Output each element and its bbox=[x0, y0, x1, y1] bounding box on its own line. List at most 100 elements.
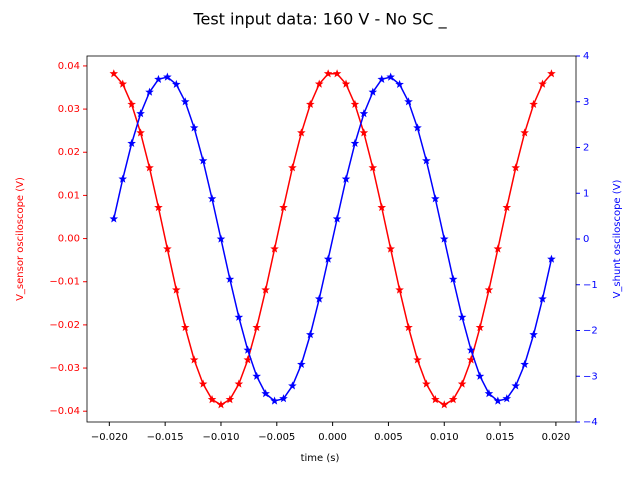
point-marker bbox=[279, 202, 288, 212]
y-tick-label: 0.00 bbox=[58, 234, 80, 245]
x-tick-label: 0.020 bbox=[542, 432, 571, 443]
point-marker bbox=[163, 244, 172, 253]
point-marker bbox=[172, 285, 181, 294]
point-marker bbox=[431, 194, 440, 203]
point-marker bbox=[404, 322, 413, 332]
point-marker bbox=[109, 214, 119, 223]
point-marker bbox=[448, 274, 458, 283]
x-tick-label: 0.015 bbox=[486, 432, 515, 443]
point-marker bbox=[270, 396, 279, 405]
point-marker bbox=[243, 345, 253, 354]
point-marker bbox=[484, 389, 494, 398]
point-marker bbox=[511, 163, 520, 172]
point-marker bbox=[502, 394, 512, 403]
point-marker bbox=[136, 128, 145, 137]
point-marker bbox=[368, 163, 378, 172]
point-marker bbox=[466, 355, 476, 364]
y2-tick-label: 3 bbox=[583, 97, 589, 108]
point-marker bbox=[180, 322, 190, 332]
y2-tick-label: 1 bbox=[583, 188, 589, 199]
point-marker bbox=[261, 285, 270, 294]
point-marker bbox=[288, 381, 297, 390]
point-marker bbox=[154, 74, 163, 83]
point-marker bbox=[520, 128, 529, 137]
point-marker bbox=[493, 396, 503, 405]
point-marker bbox=[163, 72, 172, 81]
point-marker bbox=[422, 379, 431, 388]
point-marker bbox=[189, 355, 199, 364]
y2-tick-label: 4 bbox=[583, 51, 589, 62]
y-tick-label: 0.03 bbox=[58, 104, 80, 115]
y-tick-label: 0.01 bbox=[58, 190, 80, 201]
y2-tick-label: 2 bbox=[583, 143, 589, 154]
point-marker bbox=[359, 128, 369, 137]
x-tick-label: 0.005 bbox=[374, 432, 403, 443]
y2-tick-label: 0 bbox=[583, 234, 589, 245]
point-marker bbox=[288, 163, 297, 172]
point-marker bbox=[323, 69, 333, 78]
point-marker bbox=[145, 163, 154, 172]
point-marker bbox=[529, 99, 538, 108]
point-marker bbox=[198, 379, 208, 388]
point-marker bbox=[502, 202, 512, 212]
point-marker bbox=[386, 72, 395, 81]
point-marker bbox=[180, 97, 190, 106]
point-marker bbox=[261, 389, 270, 398]
point-marker bbox=[332, 214, 342, 223]
y-tick-label: −0.01 bbox=[49, 277, 80, 288]
x-tick-label: 0.000 bbox=[318, 432, 347, 443]
point-marker bbox=[493, 244, 503, 253]
y2-tick-label: −4 bbox=[583, 417, 598, 428]
point-marker bbox=[350, 138, 360, 148]
point-marker bbox=[127, 138, 136, 148]
y-tick-label: −0.03 bbox=[49, 363, 80, 374]
point-marker bbox=[297, 359, 306, 368]
point-marker bbox=[350, 99, 360, 108]
point-marker bbox=[466, 345, 476, 354]
y2-axis-label: V_shunt osciloscope (V) bbox=[612, 180, 623, 299]
point-marker bbox=[475, 371, 485, 380]
point-marker bbox=[154, 202, 163, 212]
point-marker bbox=[306, 99, 315, 108]
y-tick-label: 0.04 bbox=[58, 61, 80, 72]
point-marker bbox=[484, 285, 494, 294]
point-marker bbox=[359, 109, 369, 118]
y-tick-label: −0.04 bbox=[49, 406, 80, 417]
point-marker bbox=[475, 322, 485, 332]
point-marker bbox=[189, 123, 199, 132]
y-tick-label: 0.02 bbox=[58, 147, 80, 158]
point-marker bbox=[252, 322, 261, 332]
plot-frame bbox=[86, 55, 577, 423]
point-marker bbox=[341, 79, 351, 88]
x-tick-label: −0.005 bbox=[258, 432, 295, 443]
point-marker bbox=[520, 359, 529, 368]
point-marker bbox=[547, 69, 556, 78]
point-marker bbox=[279, 394, 288, 403]
point-marker bbox=[314, 79, 324, 88]
point-marker bbox=[306, 330, 315, 339]
point-marker bbox=[234, 379, 244, 388]
point-marker bbox=[377, 202, 387, 212]
series-line bbox=[113, 76, 553, 402]
point-marker bbox=[207, 395, 217, 404]
point-marker bbox=[216, 234, 226, 243]
y2-tick-label: −3 bbox=[583, 371, 598, 382]
point-marker bbox=[252, 371, 261, 380]
point-marker bbox=[127, 99, 136, 108]
chart-title: Test input data: 160 V - No SC _ bbox=[192, 10, 447, 30]
x-tick-label: −0.010 bbox=[202, 432, 239, 443]
y2-tick-label: −1 bbox=[583, 280, 598, 291]
y-axis-label: V_sensor osciloscope (V) bbox=[15, 177, 26, 301]
point-marker bbox=[538, 294, 547, 303]
point-marker bbox=[145, 87, 154, 96]
point-marker bbox=[216, 400, 226, 409]
point-marker bbox=[323, 254, 333, 263]
point-marker bbox=[511, 381, 520, 390]
point-marker bbox=[439, 400, 449, 409]
point-marker bbox=[377, 74, 387, 83]
point-marker bbox=[225, 395, 235, 404]
point-marker bbox=[270, 244, 279, 253]
point-marker bbox=[448, 395, 458, 404]
point-marker bbox=[413, 123, 422, 132]
